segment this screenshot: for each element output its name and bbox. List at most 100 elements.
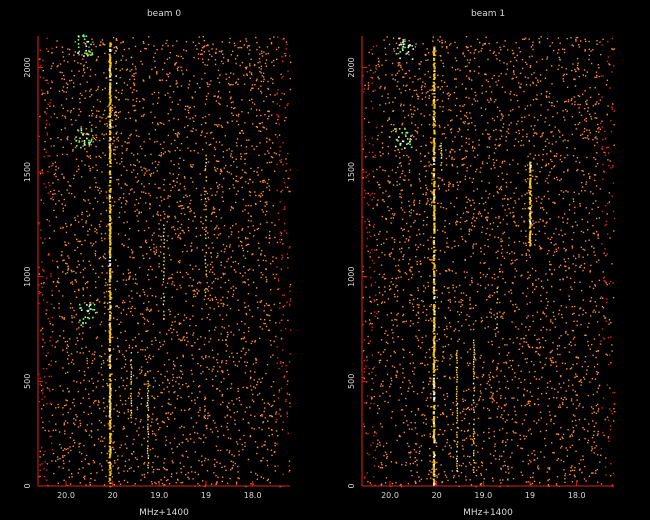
data-point: [286, 393, 288, 395]
data-point: [439, 40, 441, 43]
data-point: [214, 465, 216, 468]
data-point: [177, 220, 179, 223]
data-point: [388, 43, 391, 46]
data-point: [396, 371, 399, 373]
data-point: [130, 87, 132, 89]
data-point: [199, 391, 201, 393]
data-point: [84, 374, 86, 376]
data-point: [80, 63, 82, 65]
data-point: [289, 169, 292, 171]
feature-point: [108, 360, 111, 363]
data-point: [216, 124, 218, 126]
data-point: [286, 415, 288, 418]
feature-point: [109, 389, 112, 392]
data-point: [255, 357, 257, 360]
data-point: [70, 282, 72, 284]
data-point: [455, 366, 457, 368]
data-point: [195, 422, 198, 424]
feature-point: [147, 416, 149, 419]
data-point: [468, 143, 470, 145]
data-point: [222, 273, 225, 276]
data-point: [287, 380, 289, 382]
data-point: [142, 191, 145, 193]
data-point: [192, 181, 194, 183]
feature-point: [163, 274, 165, 277]
x-axis-label: MHz+1400: [139, 508, 189, 518]
data-point: [155, 295, 157, 298]
feature-point: [108, 172, 111, 174]
data-point: [214, 148, 217, 151]
data-point: [506, 63, 508, 65]
data-point: [200, 216, 202, 219]
data-point: [68, 363, 70, 365]
data-point: [227, 82, 230, 85]
data-point: [601, 146, 604, 148]
data-point: [372, 442, 374, 444]
feature-point: [109, 100, 112, 102]
data-point: [274, 277, 276, 279]
data-point: [243, 332, 245, 334]
data-point: [151, 418, 153, 420]
data-point: [42, 283, 45, 285]
data-point: [222, 53, 224, 55]
data-point: [247, 305, 250, 307]
feature-point: [109, 450, 112, 452]
data-point: [289, 88, 292, 91]
data-point: [234, 462, 236, 465]
data-point: [144, 293, 146, 296]
data-point: [411, 303, 414, 305]
data-point: [372, 207, 374, 210]
data-point: [277, 212, 280, 214]
feature-point: [109, 256, 112, 259]
data-point: [90, 144, 92, 146]
data-point: [89, 264, 92, 266]
data-point: [88, 54, 90, 56]
data-point: [517, 163, 519, 165]
data-point: [555, 483, 558, 485]
data-point: [367, 82, 370, 84]
data-point: [42, 388, 44, 390]
data-point: [123, 82, 126, 84]
data-point: [136, 408, 139, 411]
data-point: [281, 256, 283, 259]
data-point: [182, 230, 184, 232]
data-point: [133, 89, 135, 91]
data-point: [245, 244, 247, 246]
data-point: [58, 431, 61, 433]
data-point: [114, 389, 117, 392]
data-point: [222, 302, 224, 305]
data-point: [67, 136, 69, 138]
data-point: [248, 45, 251, 47]
data-point: [94, 186, 97, 188]
data-point: [230, 173, 233, 175]
data-point: [499, 311, 501, 313]
data-point: [217, 187, 219, 189]
data-point: [456, 188, 459, 190]
data-point: [149, 77, 151, 79]
data-point: [512, 262, 514, 264]
data-point: [527, 207, 529, 210]
data-point: [277, 465, 279, 467]
data-point: [431, 85, 434, 87]
data-point: [213, 234, 216, 236]
data-point: [158, 235, 160, 237]
data-point: [374, 449, 376, 451]
data-point: [86, 281, 88, 284]
data-point: [419, 233, 421, 235]
data-point: [167, 74, 169, 76]
data-point: [274, 470, 277, 472]
data-point: [263, 179, 265, 182]
data-point: [203, 187, 205, 189]
data-point: [65, 244, 67, 246]
data-point: [268, 435, 270, 437]
data-point: [61, 114, 64, 117]
data-point: [237, 477, 239, 479]
data-point: [249, 77, 251, 79]
data-point: [198, 42, 200, 44]
data-point: [167, 479, 169, 481]
data-point: [421, 341, 423, 344]
feature-point: [109, 413, 112, 416]
cluster-point: [82, 322, 84, 325]
data-point: [96, 58, 98, 61]
data-point: [609, 160, 611, 162]
